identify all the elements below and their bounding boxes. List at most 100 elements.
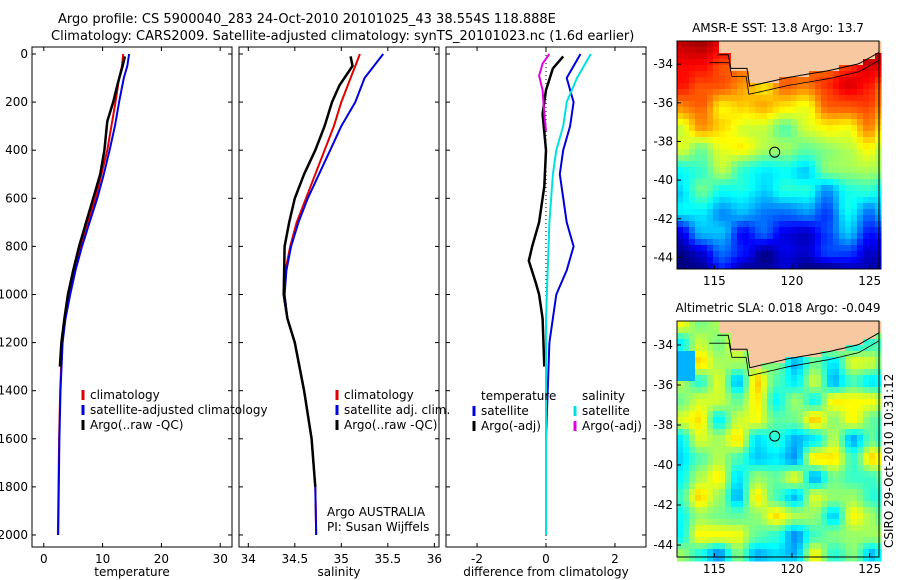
map-cell — [821, 131, 828, 138]
map-cell — [725, 251, 732, 258]
map-cell — [713, 119, 720, 126]
map-cell — [725, 95, 732, 102]
map-cell — [725, 239, 732, 246]
map-cell — [719, 209, 726, 216]
map-cell — [767, 549, 774, 556]
map-cell — [695, 173, 702, 180]
map-cell — [845, 155, 852, 162]
map-cell — [689, 53, 696, 60]
map-cell — [749, 59, 756, 66]
map-cell — [809, 137, 816, 144]
map-cell — [815, 173, 822, 180]
map-cell — [839, 197, 846, 204]
map-cell — [767, 387, 774, 394]
map-cell — [773, 339, 780, 346]
map-cell — [719, 155, 726, 162]
map-cell — [863, 435, 870, 442]
map-cell — [791, 155, 798, 162]
map-cell — [785, 197, 792, 204]
map-cell — [689, 363, 696, 370]
map-cell — [827, 549, 834, 556]
map-cell — [713, 101, 720, 108]
map-cell — [737, 203, 744, 210]
map-cell — [731, 209, 738, 216]
map-cell — [719, 59, 726, 66]
map-cell — [779, 513, 786, 520]
map-cell — [677, 101, 684, 108]
map-cell — [689, 501, 696, 508]
map-cell — [689, 381, 696, 388]
x-tick-label: 20 — [154, 552, 169, 566]
map-cell — [785, 393, 792, 400]
map-cell — [803, 327, 810, 334]
map-cell — [851, 89, 858, 96]
map-cell — [857, 209, 864, 216]
map-cell — [797, 345, 804, 352]
map-cell — [863, 519, 870, 526]
map-cell — [731, 405, 738, 412]
map-cell — [689, 251, 696, 258]
map-cell — [701, 155, 708, 162]
map-cell — [797, 507, 804, 514]
map-cell — [701, 531, 708, 538]
map-cell — [821, 507, 828, 514]
map-cell — [719, 345, 726, 352]
map-cell — [755, 549, 762, 556]
map-cell — [725, 83, 732, 90]
map-cell — [749, 227, 756, 234]
map-cell — [803, 405, 810, 412]
map-cell — [767, 375, 774, 382]
map-cell — [785, 77, 792, 84]
map-cell — [797, 357, 804, 364]
map-cell — [791, 215, 798, 222]
map-cell — [749, 435, 756, 442]
map-cell — [713, 227, 720, 234]
map-cell — [761, 477, 768, 484]
map-cell — [761, 41, 768, 48]
map-cell — [749, 47, 756, 54]
map-cell — [863, 47, 870, 54]
map-cell — [821, 339, 828, 346]
map-cell — [713, 399, 720, 406]
map-cell — [755, 429, 762, 436]
map-cell — [713, 447, 720, 454]
map-cell — [713, 59, 720, 66]
map-cell — [815, 369, 822, 376]
map-cell — [815, 375, 822, 382]
map-cell — [761, 333, 768, 340]
map-cell — [863, 221, 870, 228]
map-cell — [863, 375, 870, 382]
map-cell — [863, 399, 870, 406]
map-cell — [695, 107, 702, 114]
map-cell — [701, 387, 708, 394]
map-cell — [863, 209, 870, 216]
map-cell — [815, 471, 822, 478]
map-cell — [815, 233, 822, 240]
map-cell — [845, 471, 852, 478]
map-cell — [695, 369, 702, 376]
map-cell — [821, 429, 828, 436]
map-cell — [743, 233, 750, 240]
map-cell — [743, 173, 750, 180]
map-cell — [677, 459, 684, 466]
map-cell — [863, 203, 870, 210]
map-cell — [875, 245, 882, 252]
map-cell — [761, 537, 768, 544]
map-cell — [737, 333, 744, 340]
map-cell — [761, 209, 768, 216]
map-cell — [773, 393, 780, 400]
map-cell — [701, 417, 708, 424]
map-cell — [875, 549, 882, 556]
map-cell — [761, 239, 768, 246]
map-cell — [821, 549, 828, 556]
map-cell — [695, 251, 702, 258]
map-cell — [773, 555, 780, 562]
map-cell — [701, 411, 708, 418]
axes-box-salinity — [238, 46, 440, 548]
map-cell — [827, 411, 834, 418]
map-cell — [803, 53, 810, 60]
map-cell — [791, 83, 798, 90]
map-cell — [743, 215, 750, 222]
map-cell — [689, 465, 696, 472]
map-cell — [695, 71, 702, 78]
